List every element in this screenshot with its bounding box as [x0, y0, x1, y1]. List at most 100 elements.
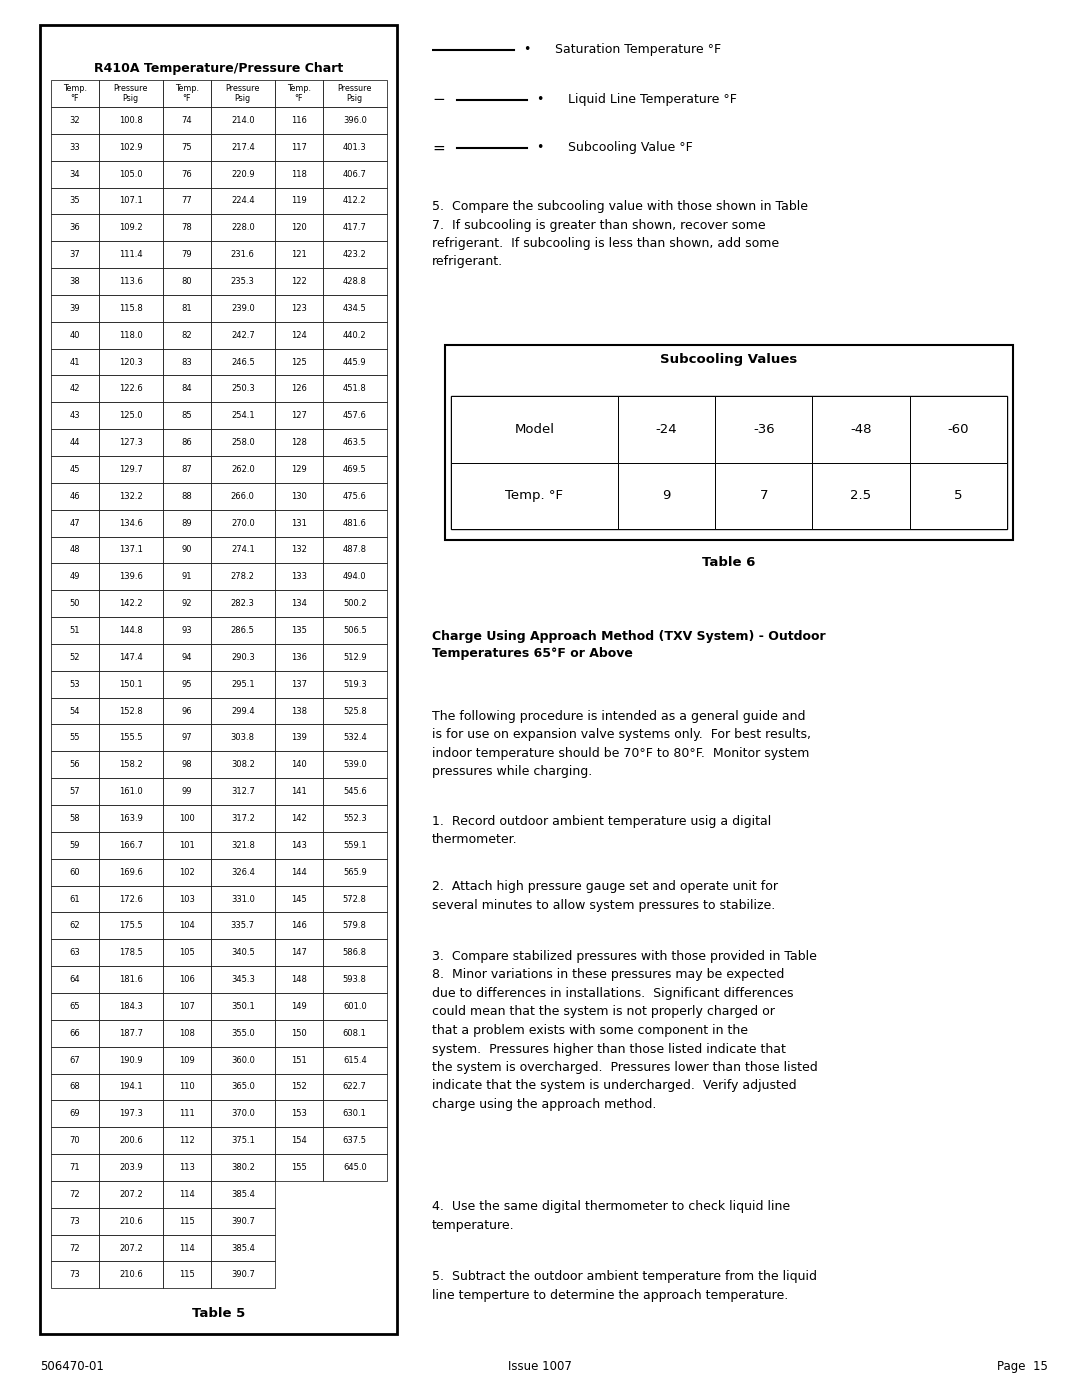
Text: 88: 88 [181, 492, 192, 500]
Text: 64: 64 [69, 975, 80, 983]
Bar [51, 1127, 99, 1154]
Text: Subcooling Value °F: Subcooling Value °F [568, 141, 692, 155]
Text: 43: 43 [69, 411, 80, 420]
Bar [163, 725, 211, 752]
Text: 77: 77 [181, 197, 192, 205]
Text: 126: 126 [291, 384, 307, 394]
Bar [323, 831, 387, 859]
Text: 71: 71 [69, 1162, 80, 1172]
Bar [323, 752, 387, 778]
Text: 36: 36 [69, 224, 80, 232]
Bar [274, 697, 323, 725]
Bar [211, 349, 274, 376]
Bar [323, 455, 387, 483]
Bar [274, 831, 323, 859]
Bar [274, 912, 323, 939]
Bar [211, 536, 274, 563]
Bar [163, 455, 211, 483]
Bar [99, 214, 163, 242]
Bar [99, 455, 163, 483]
Bar [51, 187, 99, 214]
Bar [211, 455, 274, 483]
Text: 151: 151 [291, 1056, 307, 1065]
Bar [99, 967, 163, 993]
Bar [211, 778, 274, 805]
Bar [99, 831, 163, 859]
Text: 54: 54 [69, 707, 80, 715]
Text: 231.6: 231.6 [231, 250, 255, 258]
Text: Table 5: Table 5 [192, 1306, 245, 1320]
Text: 224.4: 224.4 [231, 197, 255, 205]
Text: 144: 144 [291, 868, 307, 877]
Text: 129: 129 [291, 465, 307, 474]
Text: 90: 90 [181, 545, 192, 555]
Text: 214.0: 214.0 [231, 116, 255, 124]
Text: Temp. °F: Temp. °F [505, 489, 564, 503]
Bar [99, 242, 163, 268]
Text: 370.0: 370.0 [231, 1109, 255, 1119]
Text: Temp.
°F: Temp. °F [63, 84, 86, 103]
Text: 104: 104 [179, 922, 194, 930]
Bar [274, 402, 323, 429]
Text: 122.6: 122.6 [119, 384, 143, 394]
Bar [274, 1154, 323, 1180]
Bar [274, 214, 323, 242]
Text: 119: 119 [291, 197, 307, 205]
Text: 140: 140 [291, 760, 307, 770]
Text: 500.2: 500.2 [343, 599, 366, 608]
Text: 434.5: 434.5 [343, 303, 367, 313]
Text: 136: 136 [291, 652, 307, 662]
Text: 116: 116 [291, 116, 307, 124]
Text: 303.8: 303.8 [231, 733, 255, 742]
Bar [323, 591, 387, 617]
Bar [909, 397, 1007, 462]
Bar [323, 161, 387, 187]
Bar [51, 644, 99, 671]
Text: 115: 115 [179, 1270, 194, 1280]
Bar [163, 805, 211, 831]
Text: 246.5: 246.5 [231, 358, 255, 366]
Text: 308.2: 308.2 [231, 760, 255, 770]
Text: 401.3: 401.3 [343, 142, 367, 152]
Text: 91: 91 [181, 573, 192, 581]
Text: 299.4: 299.4 [231, 707, 255, 715]
Text: 130: 130 [291, 492, 307, 500]
Text: 102.9: 102.9 [119, 142, 143, 152]
Bar [211, 376, 274, 402]
Bar [51, 697, 99, 725]
Bar [99, 1046, 163, 1073]
Text: 125: 125 [291, 358, 307, 366]
Text: 274.1: 274.1 [231, 545, 255, 555]
Text: 87: 87 [181, 465, 192, 474]
Text: 39: 39 [69, 303, 80, 313]
Text: 51: 51 [69, 626, 80, 636]
Bar [274, 859, 323, 886]
Text: 63: 63 [69, 949, 80, 957]
Bar [274, 1127, 323, 1154]
Text: •: • [537, 141, 543, 155]
Text: Model: Model [514, 423, 554, 436]
Text: 34: 34 [69, 169, 80, 179]
Bar [323, 1046, 387, 1073]
Text: 80: 80 [181, 277, 192, 286]
Text: 220.9: 220.9 [231, 169, 255, 179]
Bar [163, 161, 211, 187]
Bar [211, 671, 274, 697]
Text: 506470-01: 506470-01 [40, 1359, 104, 1373]
Bar [323, 402, 387, 429]
Bar [211, 214, 274, 242]
Text: 37: 37 [69, 250, 80, 258]
Bar [323, 725, 387, 752]
Text: 73: 73 [69, 1217, 80, 1225]
Text: 92: 92 [181, 599, 192, 608]
Bar [99, 1261, 163, 1288]
Text: 5: 5 [954, 489, 962, 503]
Text: 40: 40 [69, 331, 80, 339]
Text: 114: 114 [179, 1190, 194, 1199]
Text: 111.4: 111.4 [119, 250, 143, 258]
Bar [211, 161, 274, 187]
Bar [274, 993, 323, 1020]
Bar [211, 831, 274, 859]
Text: 133: 133 [291, 573, 307, 581]
Text: Saturation Temperature °F: Saturation Temperature °F [555, 43, 721, 56]
